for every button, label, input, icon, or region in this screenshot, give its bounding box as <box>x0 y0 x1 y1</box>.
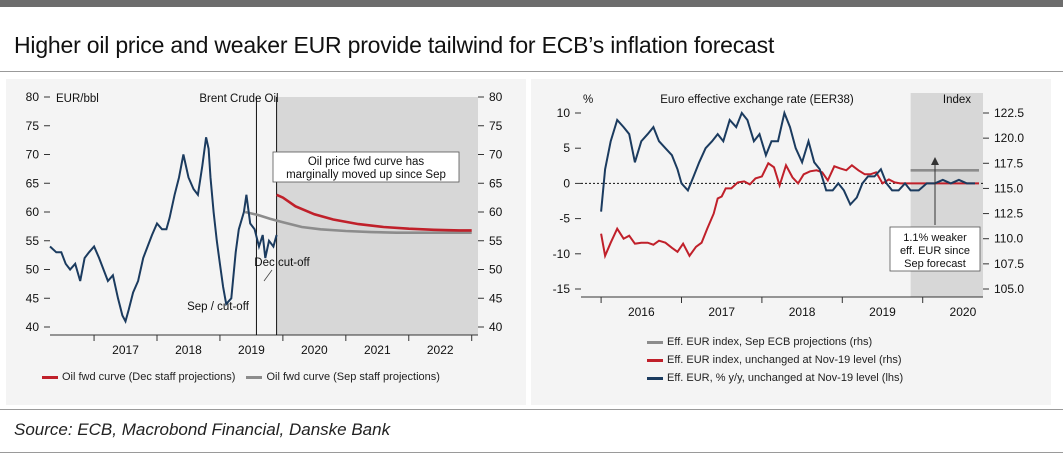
eur-chart: -15 -10 -5 0 5 10 105.0 107.5 110.0 112.5 115.0 11… <box>553 93 1024 319</box>
eur-index-nov-line <box>600 161 979 260</box>
source-divider <box>0 409 1063 410</box>
oil-xtick-label: 2019 <box>238 343 265 357</box>
oil-legend-dec: Oil fwd curve (Dec staff projections) <box>42 371 235 383</box>
eur-yoy-line <box>600 109 975 212</box>
oil-xtick-label: 2017 <box>112 343 139 357</box>
oil-annotation-line2: marginally moved up since Sep <box>286 169 446 181</box>
eur-annotation-line1: 1.1% weaker <box>903 232 967 244</box>
page-title: Higher oil price and weaker EUR provide … <box>14 32 775 58</box>
eur-ytick-label-left: 5 <box>563 141 570 155</box>
eur-ytick-label-left: -15 <box>553 282 571 296</box>
oil-ytick-label-right: 60 <box>489 205 503 219</box>
oil-chart: 40 45 50 55 60 65 70 75 80 40 45 50 55 60 65 70 75 80 20… <box>26 90 503 357</box>
oil-xtick-label: 2020 <box>301 343 328 357</box>
eur-xtick-label: 2016 <box>628 305 655 319</box>
eur-ytick-label-right: 120.0 <box>994 131 1024 145</box>
eur-xtick-label: 2019 <box>869 305 896 319</box>
oil-y-ticks-right: 40 45 50 55 60 65 70 75 80 <box>478 90 503 334</box>
oil-y-ticks-left: 40 45 50 55 60 65 70 75 80 <box>26 90 50 334</box>
eur-annotation-line2: eff. EUR since <box>900 245 970 257</box>
oil-ytick-label-right: 50 <box>489 263 503 277</box>
eur-ytick-label-right: 105.0 <box>994 282 1024 296</box>
eur-title: Euro effective exchange rate (EER38) <box>660 94 854 106</box>
eur-legend-nov-index: Eff. EUR index, unchanged at Nov-19 leve… <box>647 351 903 369</box>
oil-x-ticks: 2017 2018 2019 2020 2021 2022 <box>93 335 473 357</box>
eur-annotation-arrowhead <box>931 157 939 165</box>
oil-xtick-label: 2022 <box>427 343 454 357</box>
oil-xtick-label: 2021 <box>364 343 391 357</box>
oil-ytick-label-right: 45 <box>489 291 503 305</box>
oil-ytick-label-left: 80 <box>26 90 40 104</box>
oil-shaded-forecast <box>276 97 478 335</box>
eur-xtick-label: 2017 <box>708 305 735 319</box>
eur-annotation-line3: Sep forecast <box>904 258 966 270</box>
oil-ytick-label-left: 55 <box>26 234 40 248</box>
oil-ytick-label-left: 65 <box>26 176 40 190</box>
oil-dec-fwd-curve <box>276 193 472 232</box>
bottom-divider <box>0 452 1063 453</box>
oil-legend: Oil fwd curve (Dec staff projections) Oi… <box>42 371 440 383</box>
top-bar <box>0 0 1063 7</box>
oil-xtick-label: 2018 <box>175 343 202 357</box>
eur-ytick-label-left: 10 <box>557 106 571 120</box>
eur-legend-sep: Eff. EUR index, Sep ECB projections (rhs… <box>647 333 903 351</box>
eur-ytick-label-left: 0 <box>563 176 570 190</box>
eur-chart-panel: -15 -10 -5 0 5 10 105.0 107.5 110.0 112.5 115.0 11… <box>531 79 1051 405</box>
eur-ytick-label-left: -10 <box>553 247 571 261</box>
oil-ytick-label-left: 40 <box>26 320 40 334</box>
source-note: Source: ECB, Macrobond Financial, Danske… <box>14 420 391 439</box>
oil-sep-fwd-curve <box>244 210 472 234</box>
eur-x-ticks: 2016 2017 2018 2019 2020 <box>600 297 977 319</box>
eur-ytick-label-right: 112.5 <box>994 207 1023 221</box>
eur-y-ticks-left: -15 -10 -5 0 5 10 <box>553 106 581 296</box>
oil-ytick-label-right: 80 <box>489 90 503 104</box>
oil-ytick-label-right: 70 <box>489 148 503 162</box>
oil-ytick-label-right: 65 <box>489 176 503 190</box>
eur-legend: Eff. EUR index, Sep ECB projections (rhs… <box>647 333 903 387</box>
oil-legend-sep: Oil fwd curve (Sep staff projections) <box>246 371 440 383</box>
eur-ytick-label-right: 117.5 <box>994 156 1023 170</box>
eur-legend-yoy: Eff. EUR, % y/y, unchanged at Nov-19 lev… <box>647 369 903 387</box>
oil-title: Brent Crude Oil <box>199 93 278 105</box>
oil-chart-panel: 40 45 50 55 60 65 70 75 80 40 45 50 55 60 65 70 75 80 20… <box>6 79 526 405</box>
oil-ytick-label-right: 55 <box>489 234 503 248</box>
eur-xtick-label: 2018 <box>789 305 816 319</box>
eur-ytick-label-left: -5 <box>559 212 570 226</box>
oil-ytick-label-left: 45 <box>26 291 40 305</box>
oil-ytick-label-right: 40 <box>489 320 503 334</box>
oil-ytick-label-right: 75 <box>489 119 503 133</box>
oil-ytick-label-left: 75 <box>26 119 40 133</box>
oil-ytick-label-left: 60 <box>26 205 40 219</box>
eur-ytick-label-right: 110.0 <box>994 232 1023 246</box>
eur-ytick-label-right: 122.5 <box>994 106 1024 120</box>
eur-ytick-label-right: 107.5 <box>994 257 1024 271</box>
oil-annotation-line1: Oil price fwd curve has <box>308 156 425 168</box>
eur-ylabel-right: Index <box>943 94 971 106</box>
oil-ylabel: EUR/bbl <box>56 93 99 105</box>
oil-ytick-label-left: 50 <box>26 263 40 277</box>
title-divider <box>0 71 1063 72</box>
oil-ytick-label-left: 70 <box>26 148 40 162</box>
eur-annotation-box <box>889 226 981 272</box>
oil-sep-label: Sep / cut-off <box>187 301 250 313</box>
eur-ytick-label-right: 115.0 <box>994 181 1023 195</box>
oil-brent-line <box>49 137 278 324</box>
oil-annotation-box <box>272 151 460 183</box>
oil-dec-label: Dec cut-off <box>254 257 310 269</box>
oil-dec-pointer <box>263 269 273 282</box>
eur-y-ticks-right: 105.0 107.5 110.0 112.5 115.0 117.5 120.0 122.5 <box>983 106 1024 296</box>
eur-ylabel-left: % <box>583 94 593 106</box>
eur-xtick-label: 2020 <box>950 305 977 319</box>
